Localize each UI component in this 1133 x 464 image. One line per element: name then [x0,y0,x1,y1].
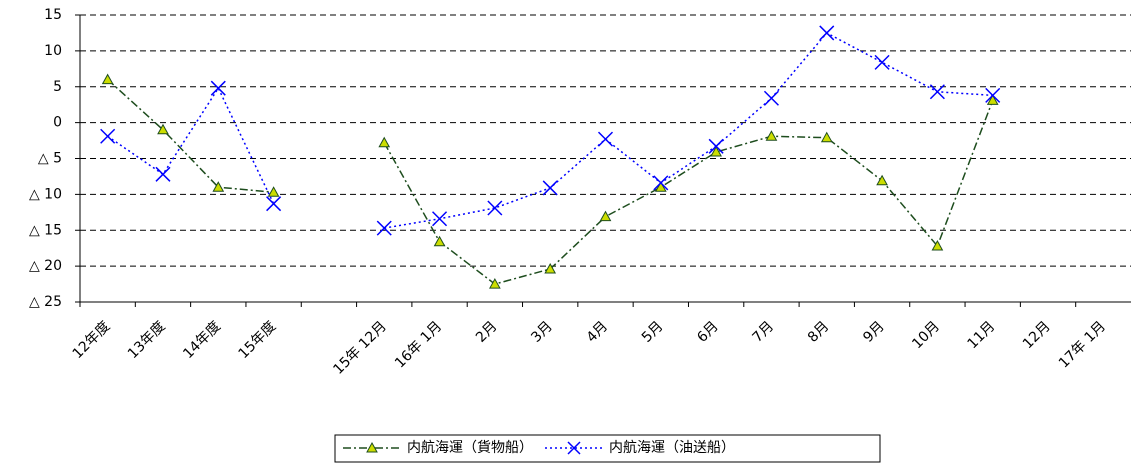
x-tick-label: 14年度 [180,318,224,362]
marker-x [708,138,724,154]
marker-x [929,84,945,100]
marker-x [653,175,669,191]
marker-x [266,196,282,212]
y-tick-label: △ 25 [29,294,62,310]
x-tick-label: 7月 [750,318,778,346]
x-tick-label: 13年度 [125,318,169,362]
y-tick-label: 15 [44,7,62,23]
x-tick-label: 3月 [528,318,556,346]
marker-x [487,200,503,216]
marker-x [819,25,835,41]
x-tick-label: 2月 [473,318,501,346]
y-tick-label: 0 [53,115,62,131]
y-tick-label: 5 [53,79,62,95]
y-tick-label: 10 [44,43,62,59]
series-line [107,31,993,229]
marker-triangle [986,94,999,105]
legend-label: 内航海運（貨物船） [407,439,533,456]
marker-x [432,211,448,227]
x-tick-label: 15年度 [236,318,280,362]
marker-x [985,87,1001,103]
x-tick-label: 12年度 [70,318,114,362]
legend: 内航海運（貨物船） 内航海運（油送船） [334,434,881,463]
x-tick-label: 17年 1月 [1056,318,1109,371]
y-tick-label: △ 20 [29,258,62,274]
y-tick-label: △ 5 [38,151,62,167]
marker-triangle [378,136,391,148]
y-tick-label: △ 10 [29,186,62,202]
marker-triangle [433,235,446,247]
marker-x [210,80,226,96]
marker-triangle [820,131,833,143]
x-tick-label: 5月 [639,318,667,346]
x-tick-label: 12月 [1020,318,1054,352]
marker-triangle [710,146,722,157]
x-tick-label: 10月 [909,318,943,352]
marker-x [155,166,171,182]
marker-triangle [544,262,557,274]
legend-marker [366,441,378,453]
marker-x [376,220,392,236]
marker-triangle [157,123,169,135]
series-line [107,79,994,285]
marker-triangle [599,210,612,222]
marker-triangle [876,174,888,186]
x-tick-label: 15年 12月 [330,318,389,377]
legend-box [334,434,881,463]
marker-x [597,131,614,147]
marker-x [100,128,116,144]
x-tick-label: 8月 [805,318,833,346]
marker-triangle [765,130,778,141]
x-tick-label: 4月 [584,318,612,346]
marker-triangle [101,73,114,85]
marker-triangle [212,181,225,192]
marker-x [874,54,890,70]
marker-x [542,180,558,196]
x-tick-label: 11月 [965,318,999,352]
legend-label: 内航海運（油送船） [609,440,735,456]
marker-triangle [489,278,501,289]
x-tick-label: 9月 [860,318,888,346]
marker-triangle [654,181,667,192]
marker-triangle [267,186,280,197]
legend-marker [567,441,581,455]
x-tick-label: 6月 [694,318,722,346]
marker-x [763,90,779,106]
x-tick-label: 16年 1月 [392,318,445,371]
y-tick-label: △ 15 [29,222,62,238]
marker-triangle [931,240,944,251]
